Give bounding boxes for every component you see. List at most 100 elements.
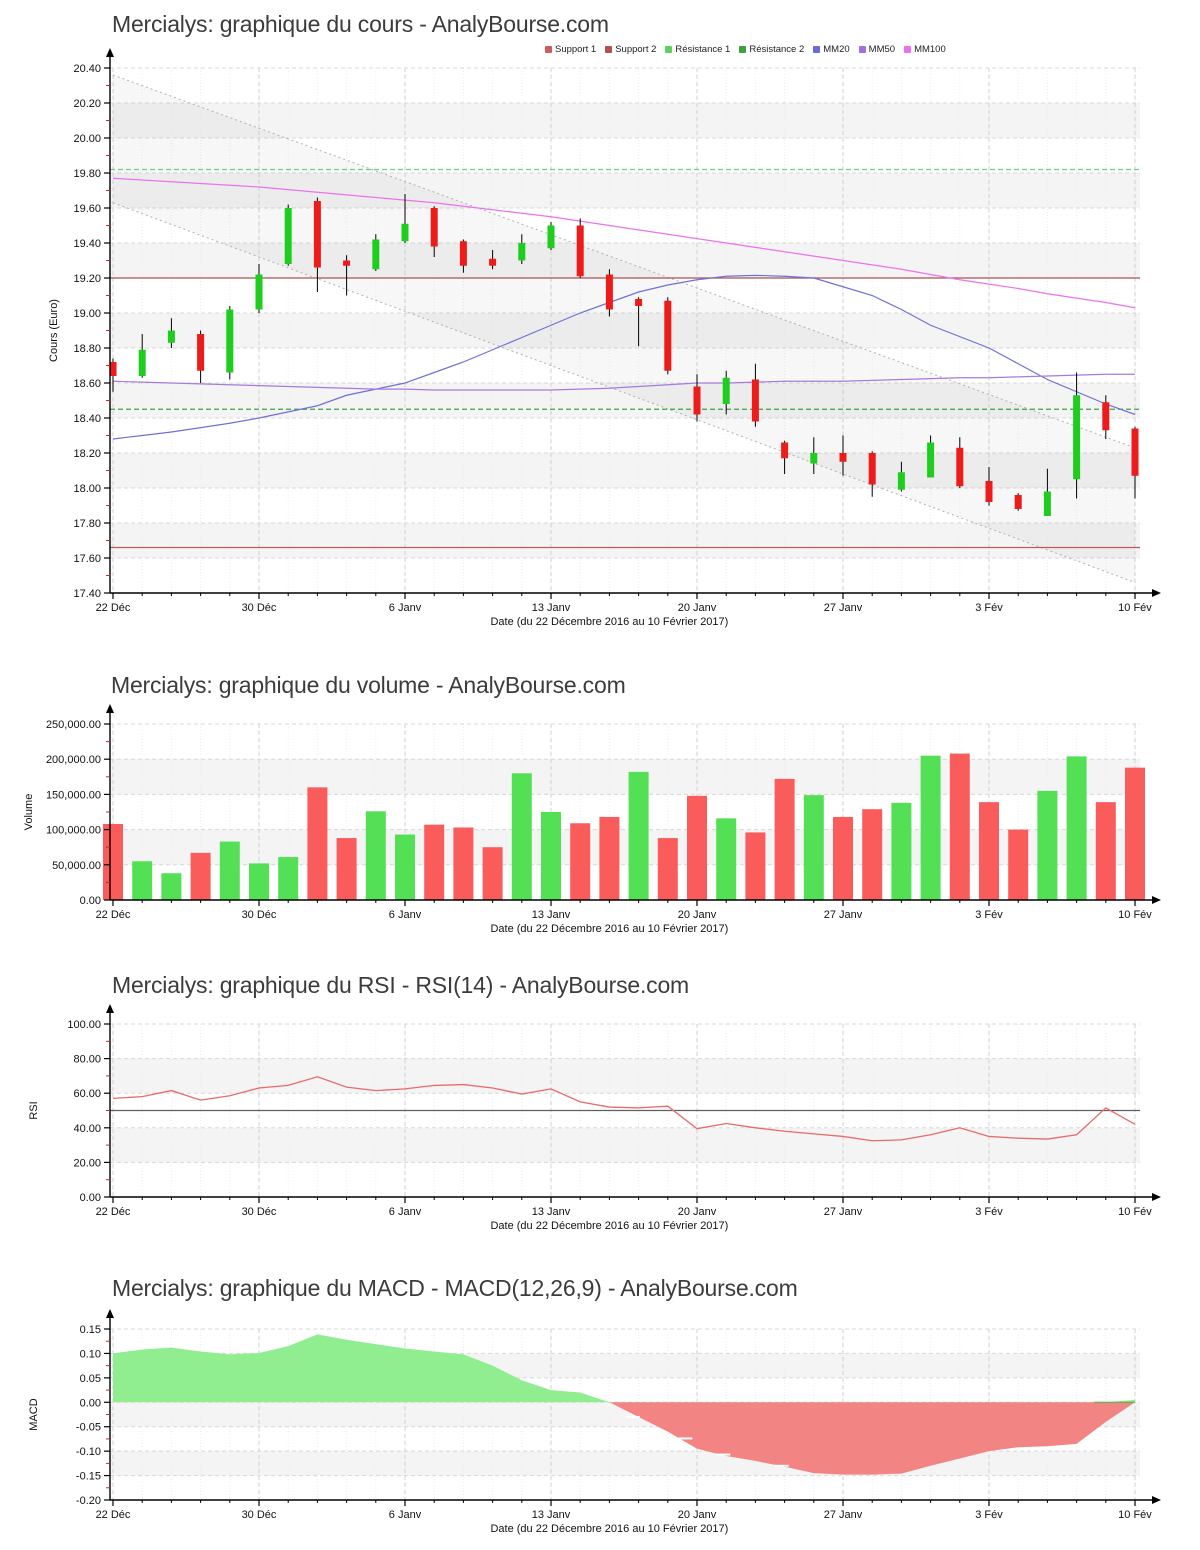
- y-tick-label: 20.20: [73, 98, 101, 110]
- volume-title: Mercialys: graphique du volume - AnalyBo…: [111, 672, 626, 698]
- legend-swatch-icon: [858, 46, 866, 53]
- x-tick-label: 27 Janv: [824, 602, 863, 614]
- candle-body: [197, 334, 205, 371]
- y-tick-label: 0.10: [80, 1348, 101, 1360]
- y-tick-label: 20.00: [73, 133, 101, 145]
- volume-bar: [365, 811, 386, 900]
- y-tick-label: 18.20: [73, 448, 101, 460]
- y-tick-label: 250,000.00: [46, 719, 101, 731]
- mm20-line: [112, 274, 1136, 440]
- volume-bar: [1066, 756, 1087, 900]
- candle-body: [1073, 395, 1081, 480]
- x-axis-arrow: [1152, 1193, 1161, 1201]
- y-axis-arrow: [106, 1004, 114, 1013]
- zebra-band: [110, 313, 1140, 348]
- x-axis-title: Date (du 22 Décembre 2016 au 10 Février …: [490, 923, 728, 935]
- zebra-band: [110, 1127, 1140, 1163]
- x-tick-label: 13 Janv: [532, 1206, 571, 1218]
- y-tick-label: 18.80: [73, 343, 101, 355]
- zebra-band: [110, 1451, 1140, 1476]
- zebra-band: [110, 243, 1140, 278]
- y-tick-label: 100,000.00: [46, 825, 101, 837]
- x-tick-label: 20 Janv: [678, 1509, 717, 1521]
- legend-item-mm100: MM100: [904, 44, 946, 55]
- y-tick-label: 19.60: [73, 203, 101, 215]
- volume-bar: [891, 802, 912, 900]
- legend-swatch-icon: [739, 46, 747, 53]
- section-cours: Mercialys: graphique du cours - AnalyBou…: [0, 0, 1200, 660]
- x-tick-label: 10 Fév: [1118, 1206, 1152, 1218]
- y-tick-label: 0.05: [80, 1373, 101, 1385]
- volume-bar: [1125, 767, 1145, 900]
- volume-bar: [716, 818, 737, 900]
- legend-label: MM20: [823, 44, 850, 55]
- y-axis-arrow: [106, 48, 114, 57]
- volume-bar: [979, 802, 999, 900]
- candle-body: [313, 201, 321, 268]
- candle-body: [284, 208, 292, 264]
- macd-plot: [110, 1328, 1140, 1500]
- x-tick-label: 20 Janv: [678, 602, 717, 614]
- volume-bar: [774, 778, 795, 900]
- x-tick-label: 22 Déc: [96, 909, 131, 921]
- x-tick-label: 3 Fév: [975, 1509, 1003, 1521]
- y-tick-label: 100.00: [67, 1019, 101, 1031]
- y-tick-label: 18.00: [73, 483, 101, 495]
- volume-chart: 250,000.00 200,000.00 150,000.00 100,000.00…: [23, 704, 1161, 935]
- y-tick-label: 19.80: [73, 168, 101, 180]
- y-axis-title: Cours (Euro): [48, 299, 60, 362]
- zebra-band: [110, 383, 1140, 418]
- y-tick-label: 150,000.00: [46, 789, 101, 801]
- channel-fill: [113, 75, 1135, 583]
- candles-layer: [109, 194, 1139, 516]
- candle-body: [459, 241, 467, 266]
- volume-bar: [1037, 790, 1058, 900]
- volume-bar: [745, 832, 766, 900]
- zebra-band: [110, 523, 1140, 558]
- cours-axes: 20.40 20.20 20.00 19.80 19.60 19.40 19.20 19.00…: [48, 48, 1161, 628]
- candle-body: [226, 309, 234, 373]
- macd-title: Mercialys: graphique du MACD - MACD(12,2…: [112, 1275, 798, 1301]
- volume-bar: [190, 852, 211, 900]
- legend-item-mm20: MM20: [813, 44, 850, 55]
- candle-body: [927, 442, 935, 478]
- y-axis-arrow: [106, 1309, 114, 1318]
- y-axis-title: RSI: [28, 1101, 40, 1119]
- legend-label: MM50: [868, 44, 896, 55]
- y-tick-label: 200,000.00: [46, 754, 101, 766]
- rsi-line: [112, 1076, 1136, 1142]
- volume-bar: [1095, 802, 1116, 900]
- x-tick-label: 27 Janv: [824, 909, 863, 921]
- section-rsi: Mercialys: graphique du RSI - RSI(14) - …: [0, 960, 1200, 1262]
- rsi-title: Mercialys: graphique du RSI - RSI(14) - …: [112, 972, 690, 998]
- y-tick-label: 0.00: [80, 1397, 101, 1409]
- x-tick-label: 13 Janv: [532, 909, 571, 921]
- zebra-band: [110, 1058, 1140, 1094]
- y-tick-label: -0.10: [76, 1446, 101, 1458]
- rsi-plot: [110, 1023, 1140, 1197]
- volume-bar: [1008, 829, 1029, 900]
- legend-label: Support 1: [555, 44, 597, 55]
- x-tick-label: 13 Janv: [532, 602, 571, 614]
- volume-bar: [307, 787, 328, 900]
- section-macd: Mercialys: graphique du MACD - MACD(12,2…: [0, 1262, 1200, 1550]
- legend-item-support-2: Support 2: [605, 44, 656, 55]
- cours-plot: [109, 67, 1140, 593]
- volume-bar: [570, 823, 591, 900]
- y-tick-label: 17.40: [73, 588, 101, 600]
- candle-body: [839, 453, 847, 462]
- candle-body: [956, 447, 964, 487]
- volume-bar: [482, 847, 503, 900]
- zebra-band: [110, 453, 1140, 488]
- volume-bar: [219, 841, 240, 900]
- y-tick-label: 60.00: [73, 1088, 101, 1100]
- x-tick-label: 30 Déc: [242, 602, 277, 614]
- candle-body: [547, 225, 555, 249]
- volume-bar: [249, 863, 269, 900]
- volume-bar: [657, 838, 678, 900]
- volume-bar: [278, 857, 299, 900]
- legend-label: Résistance 1: [675, 44, 731, 55]
- x-tick-label: 27 Janv: [824, 1206, 863, 1218]
- legend-swatch-icon: [545, 46, 552, 53]
